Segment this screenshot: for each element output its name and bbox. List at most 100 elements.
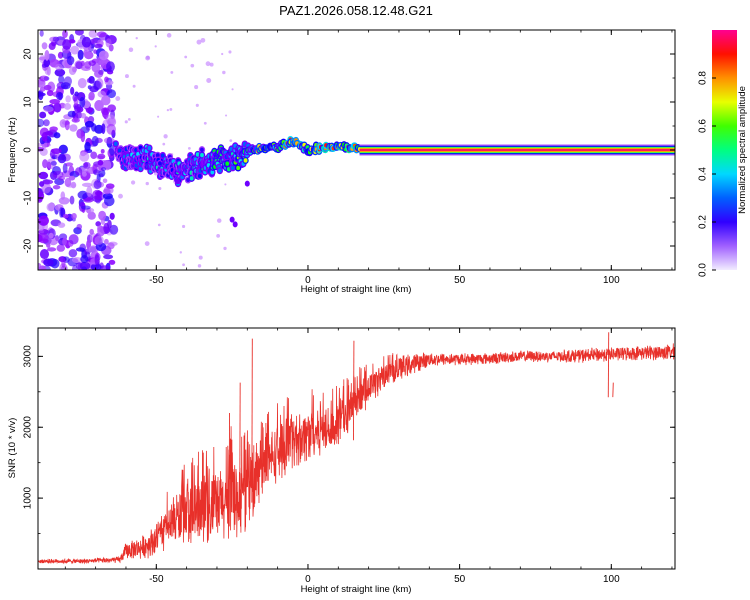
spectrogram-noise-blob (98, 32, 109, 41)
spectrogram-ridge-blob (200, 152, 204, 158)
spectrogram-noise-blob (84, 120, 95, 128)
spectrogram-y-tick-label: 0 (23, 147, 34, 153)
colorbar-tick-label: 0.2 (698, 215, 709, 229)
spectrogram-noise-blob (87, 211, 96, 220)
spectrogram-noise-blob (70, 45, 80, 55)
spectrogram-ridge-blob (244, 180, 250, 187)
spectrogram-noise-blob (56, 92, 64, 100)
spectrogram-noise-blob (100, 217, 106, 225)
spectrogram-noise-blob (42, 179, 54, 185)
spectrogram-noise-blob (52, 170, 64, 179)
spectrogram-noise-blob (43, 119, 50, 127)
spectrogram-noise-blob (75, 111, 83, 119)
spectrogram-noise-blob (157, 115, 160, 118)
spectrogram-noise-blob (46, 247, 57, 252)
spectrogram-noise-blob (84, 141, 91, 152)
spectrogram-ridge-blob (232, 221, 238, 228)
spectrogram-noise-blob (108, 241, 118, 247)
spectrogram-noise-blob (39, 30, 44, 37)
spectrogram-noise-blob (49, 126, 58, 132)
spectrogram-noise-blob (81, 36, 92, 48)
spectrogram-noise-blob (104, 76, 109, 83)
spectrogram-noise-blob (64, 119, 70, 131)
spectrogram-noise-blob (132, 84, 136, 88)
spectrogram-noise-blob (130, 180, 136, 185)
spectrogram-noise-blob (89, 228, 94, 235)
spectrogram-noise-blob (102, 193, 113, 200)
spectrogram-noise-blob (38, 171, 49, 180)
spectrogram-noise-blob (184, 55, 188, 59)
spectrogram-noise-blob (77, 49, 84, 61)
spectrogram-noise-blob (90, 38, 98, 45)
spectrogram-noise-blob (46, 202, 56, 212)
spectrogram-noise-blob (100, 148, 105, 154)
spectrogram-noise-blob (68, 249, 78, 258)
colorbar-gradient (712, 30, 737, 270)
spectrogram-noise-blob (71, 256, 83, 264)
spectrogram-noise-blob (94, 235, 104, 245)
spectrogram-noise-blob (39, 249, 50, 260)
colorbar-label: Normalized spectral amplitude (737, 86, 748, 214)
spectrogram-noise-blob (103, 238, 109, 245)
spectrogram-noise-blob (195, 103, 199, 107)
spectrogram-noise-blob (82, 161, 91, 169)
spectrogram-ridge-blob (217, 168, 222, 173)
spectrogram-noise-blob (94, 43, 103, 49)
spectrogram-noise-blob (43, 58, 51, 68)
snr-y-tick-label: 1000 (23, 487, 34, 510)
snr-ylabel: SNR (10 * v/v) (7, 418, 18, 479)
spectrogram-noise-blob (57, 222, 66, 228)
spectrogram-noise-blob (80, 255, 89, 264)
spectrogram-noise-blob (135, 37, 138, 40)
spectrogram-noise-blob (54, 68, 66, 77)
spectrogram-noise-blob (200, 37, 206, 43)
spectrogram-noise-blob (170, 70, 174, 74)
spectrogram-x-tick-label: 50 (454, 275, 466, 286)
spectrogram-noise-blob (93, 169, 100, 176)
colorbar-ticks: 0.0 0.2 0.4 0.6 0.8 (698, 71, 716, 277)
spectrogram-y-tick-label: -20 (23, 238, 34, 253)
spectrogram-noise-blob (105, 38, 112, 48)
spectrogram-ridge-band (359, 149, 675, 151)
spectrogram-noise-blob (75, 262, 83, 270)
spectrogram-noise-blob (101, 123, 106, 135)
spectrogram-ridge-blob (225, 161, 230, 166)
spectrogram-x-tick-label: 0 (305, 275, 311, 286)
spectrogram-noise-blob (145, 181, 149, 186)
spectrogram-noise-blob (107, 219, 112, 229)
snr-x-ticks: -50 0 50 100 (64, 328, 673, 585)
spectrogram-noise-blob (41, 42, 48, 50)
spectrogram-noise-blob (46, 242, 51, 248)
spectrogram-noise-blob (97, 225, 106, 237)
spectrogram-noise-blob (92, 80, 102, 91)
spectrogram-noise-blob (80, 112, 87, 119)
spectrogram-ridge-blob (175, 178, 181, 185)
spectrogram-noise-blob (166, 33, 172, 38)
spectrogram-noise-blob (68, 175, 76, 181)
spectrogram-y-ticks: -20 -10 0 10 20 (23, 29, 675, 271)
spectrogram-noise-blob (105, 183, 115, 189)
spectrogram-noise-blob (48, 42, 56, 51)
spectrogram-noise-blob (225, 114, 228, 117)
spectrogram-noise-blob (39, 111, 47, 119)
snr-y-tick-label: 2000 (23, 416, 34, 439)
spectrogram-noise-blob (216, 218, 222, 223)
spectrogram-noise-blob (97, 153, 106, 160)
spectrogram-noise-blob (106, 123, 116, 135)
spectrogram-noise-blob (38, 91, 42, 98)
spectrogram-ridge-blob (113, 141, 118, 147)
spectrogram-ridge-blob (147, 145, 152, 151)
spectrogram-noise-blob (98, 210, 107, 221)
spectrogram-noise-blob (79, 151, 90, 162)
spectrogram-noise-blob (223, 246, 227, 251)
spectrogram-noise-blob (75, 167, 83, 176)
spectrogram-noise-blob (190, 63, 195, 68)
spectrogram-ridge-blob (195, 152, 200, 157)
spectrogram-noise-blob (52, 185, 61, 190)
spectrogram-noise-blob (74, 91, 79, 97)
spectrogram-noise-blob (98, 50, 109, 61)
spectrogram-ridge-blob (210, 170, 215, 175)
spectrogram-noise-blob (71, 212, 77, 220)
spectrogram-noise-blob (50, 148, 62, 155)
spectrogram-noise-blob (86, 186, 93, 197)
